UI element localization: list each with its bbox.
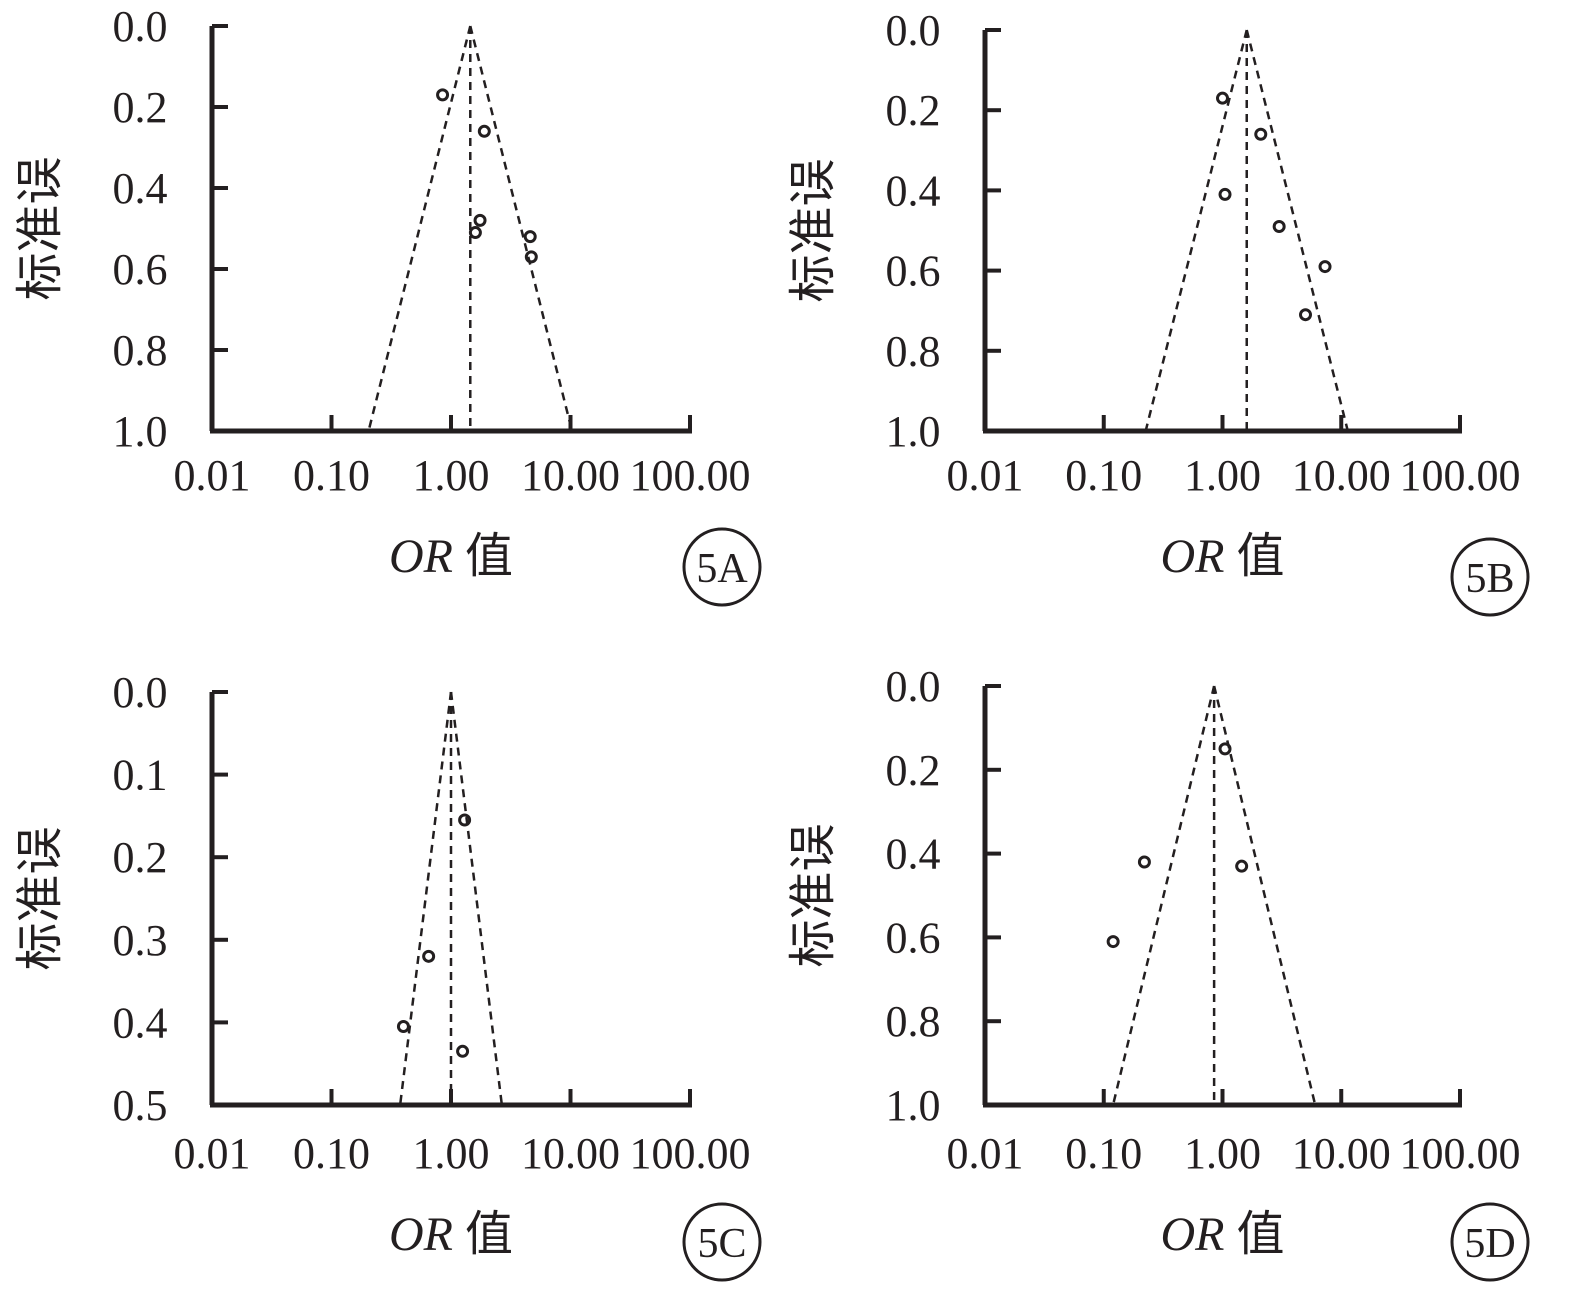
panel-label-badge: 5B bbox=[1450, 537, 1530, 617]
x-tick-label: 100.00 bbox=[1400, 1129, 1521, 1178]
funnel-left-limit bbox=[1111, 685, 1216, 1106]
funnel-plot-d: 0.0 0.2 0.4 0.6 0.8 1.00.01 0.10 1.00 10.00 100.0… bbox=[787, 662, 1530, 1282]
x-axis-title: OR 值 bbox=[1161, 530, 1285, 583]
x-tick-label: 0.10 bbox=[293, 451, 370, 500]
x-tick-label: 0.10 bbox=[1065, 1129, 1142, 1178]
panel-label: 5D bbox=[1464, 1221, 1515, 1267]
study-point bbox=[1106, 935, 1120, 949]
x-axis-title: OR 值 bbox=[1161, 1208, 1285, 1261]
study-point bbox=[1299, 308, 1313, 322]
y-axis-title: 标准误 bbox=[14, 156, 67, 300]
x-tick-label: 1.00 bbox=[1184, 451, 1261, 500]
y-tick-label: 0.4 bbox=[886, 830, 941, 879]
y-tick-label: 0.4 bbox=[113, 164, 168, 213]
x-axis-title: OR 值 bbox=[389, 530, 513, 583]
y-tick-label: 0.6 bbox=[113, 245, 168, 294]
study-point bbox=[524, 250, 538, 264]
y-tick-label: 1.0 bbox=[113, 407, 168, 456]
y-tick-label: 0.5 bbox=[113, 1081, 168, 1130]
funnel-right-limit bbox=[1245, 29, 1350, 432]
funnel-left-limit bbox=[1144, 29, 1248, 432]
study-point bbox=[422, 949, 436, 963]
y-tick-label: 0.8 bbox=[113, 326, 168, 375]
y-tick-label: 0.8 bbox=[886, 327, 941, 376]
panel-label-badge: 5A bbox=[682, 527, 762, 607]
y-tick-label: 0.1 bbox=[113, 751, 168, 800]
y-tick-label: 0.3 bbox=[113, 916, 168, 965]
funnel-plot-a: 0.0 0.2 0.4 0.6 0.8 1.00.01 0.10 1.00 10.00 100.0… bbox=[14, 2, 762, 607]
y-tick-label: 0.4 bbox=[886, 166, 941, 215]
x-tick-label: 0.01 bbox=[947, 451, 1024, 500]
study-point bbox=[1218, 187, 1232, 201]
funnel-right-limit bbox=[469, 25, 574, 432]
x-tick-label: 1.00 bbox=[413, 1129, 490, 1178]
y-axis-title: 标准误 bbox=[14, 826, 67, 970]
y-tick-label: 0.0 bbox=[113, 668, 168, 717]
x-tick-label: 100.00 bbox=[630, 1129, 751, 1178]
x-tick-label: 0.10 bbox=[1065, 451, 1142, 500]
y-tick-label: 0.6 bbox=[886, 247, 941, 296]
study-point bbox=[1137, 855, 1151, 869]
study-point bbox=[473, 213, 487, 227]
panel-label-circle bbox=[682, 1202, 762, 1282]
study-point bbox=[523, 230, 537, 244]
y-tick-label: 0.2 bbox=[113, 833, 168, 882]
x-tick-label: 10.00 bbox=[1292, 451, 1391, 500]
funnel-left-limit bbox=[398, 691, 453, 1106]
x-axis-title: OR 值 bbox=[389, 1208, 513, 1261]
y-tick-label: 0.0 bbox=[886, 662, 941, 711]
y-tick-label: 1.0 bbox=[886, 407, 941, 456]
study-point bbox=[1218, 742, 1232, 756]
y-tick-label: 0.2 bbox=[113, 83, 168, 132]
funnel-plot-b: 0.0 0.2 0.4 0.6 0.8 1.00.01 0.10 1.00 10.00 100.0… bbox=[787, 6, 1530, 617]
study-point bbox=[1235, 859, 1249, 873]
study-point bbox=[1216, 91, 1229, 105]
x-tick-label: 100.00 bbox=[630, 451, 751, 500]
study-point bbox=[1318, 260, 1332, 274]
y-tick-label: 0.6 bbox=[886, 913, 941, 962]
x-tick-label: 1.00 bbox=[413, 451, 490, 500]
x-tick-label: 0.10 bbox=[293, 1129, 370, 1178]
y-axis-title: 标准误 bbox=[787, 823, 840, 967]
study-point bbox=[477, 124, 491, 138]
panel-label: 5C bbox=[697, 1221, 746, 1267]
funnel-right-limit bbox=[1212, 685, 1317, 1106]
panel-label: 5B bbox=[1465, 556, 1514, 602]
panel-label-badge: 5C bbox=[682, 1202, 762, 1282]
y-tick-label: 0.0 bbox=[886, 6, 941, 55]
y-tick-label: 1.0 bbox=[886, 1081, 941, 1130]
x-tick-label: 0.01 bbox=[174, 1129, 251, 1178]
y-tick-label: 0.0 bbox=[113, 2, 168, 51]
y-tick-label: 0.4 bbox=[113, 998, 168, 1047]
panel-label: 5A bbox=[696, 546, 748, 592]
y-tick-label: 0.2 bbox=[886, 746, 941, 795]
study-point bbox=[436, 88, 450, 102]
y-tick-label: 0.2 bbox=[886, 86, 941, 135]
study-point bbox=[1272, 219, 1286, 233]
funnel-plot-c: 0.0 0.1 0.2 0.3 0.4 0.50.01 0.10 1.00 10.00 100.0… bbox=[14, 668, 762, 1282]
panel-label-circle bbox=[1450, 1202, 1530, 1282]
x-tick-label: 0.01 bbox=[947, 1129, 1024, 1178]
study-point bbox=[1254, 127, 1268, 141]
study-point bbox=[468, 226, 482, 240]
panel-label-circle bbox=[1450, 537, 1530, 617]
x-tick-label: 10.00 bbox=[521, 1129, 620, 1178]
funnel-right-limit bbox=[449, 691, 504, 1106]
panel-label-circle bbox=[682, 527, 762, 607]
y-axis-title: 标准误 bbox=[787, 158, 840, 302]
study-point bbox=[458, 813, 472, 827]
x-tick-label: 0.01 bbox=[174, 451, 251, 500]
panel-label-badge: 5D bbox=[1450, 1202, 1530, 1282]
study-point bbox=[396, 1020, 410, 1034]
x-tick-label: 100.00 bbox=[1400, 451, 1521, 500]
x-tick-label: 10.00 bbox=[521, 451, 620, 500]
x-tick-label: 10.00 bbox=[1292, 1129, 1391, 1178]
funnel-left-limit bbox=[367, 25, 472, 432]
y-tick-label: 0.8 bbox=[886, 997, 941, 1046]
study-point bbox=[456, 1044, 470, 1058]
x-tick-label: 1.00 bbox=[1184, 1129, 1261, 1178]
